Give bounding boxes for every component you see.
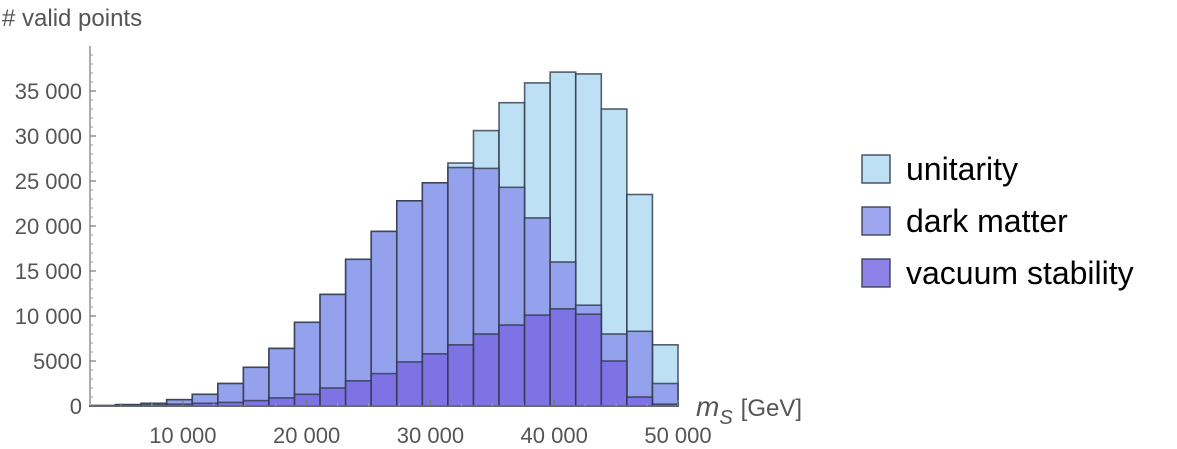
x-axis-label: mS [GeV] <box>696 391 802 429</box>
y-tick-label: 25 000 <box>15 169 82 194</box>
bar-vacuum-stability-18 <box>549 307 577 407</box>
bar-vacuum-stability-10 <box>344 379 373 407</box>
bar-dark-matter-21 <box>626 330 654 407</box>
y-tick-label: 20 000 <box>15 214 82 239</box>
bar-vacuum-stability-8 <box>293 393 321 407</box>
y-tick-label: 5000 <box>33 349 82 374</box>
legend: unitarity dark matter vacuum stability <box>861 151 1134 291</box>
x-tick-label: 50 000 <box>644 423 711 448</box>
legend-label-vacuum-stability: vacuum stability <box>906 255 1134 291</box>
legend-label-dark-matter: dark matter <box>906 203 1068 239</box>
x-tick-label: 40 000 <box>521 423 588 448</box>
bar-vacuum-stability-7 <box>268 397 296 407</box>
y-tick-label: 10 000 <box>15 304 82 329</box>
x-axis-label-symbol: m <box>696 391 719 422</box>
bar-vacuum-stability-11 <box>370 372 398 407</box>
x-tick-label: 10 000 <box>149 423 216 448</box>
x-axis-label-subscript: S <box>719 407 733 429</box>
bars-layer <box>89 71 679 407</box>
bar-vacuum-stability-14 <box>447 343 475 407</box>
legend-swatch-unitarity <box>861 154 891 184</box>
bar-dark-matter-22 <box>651 382 679 407</box>
bar-vacuum-stability-17 <box>523 314 551 407</box>
bar-vacuum-stability-6 <box>242 399 270 407</box>
bar-vacuum-stability-16 <box>498 324 526 407</box>
bar-vacuum-stability-12 <box>395 361 424 407</box>
bar-vacuum-stability-19 <box>574 313 603 407</box>
axes-layer: 0 5000 10 000 15 000 20 000 25 000 30 000 35 00… <box>15 46 712 448</box>
x-tick-label: 30 000 <box>397 423 464 448</box>
y-tick-label: 30 000 <box>15 124 82 149</box>
y-tick-label: 35 000 <box>15 79 82 104</box>
legend-swatch-dark-matter <box>861 206 891 236</box>
bar-vacuum-stability-13 <box>421 352 449 407</box>
bar-vacuum-stability-9 <box>319 387 347 407</box>
x-axis-label-unit: [GeV] <box>741 395 802 422</box>
y-tick-label: 0 <box>70 394 82 419</box>
bar-dark-matter-8 <box>293 321 321 407</box>
bar-vacuum-stability-15 <box>472 333 500 407</box>
y-tick-label: 15 000 <box>15 259 82 284</box>
x-tick-label: 20 000 <box>273 423 340 448</box>
bar-vacuum-stability-21 <box>626 396 654 407</box>
legend-swatch-vacuum-stability <box>861 258 891 288</box>
bar-vacuum-stability-20 <box>600 360 628 407</box>
y-axis-label: # valid points <box>2 5 142 32</box>
legend-label-unitarity: unitarity <box>906 151 1018 187</box>
